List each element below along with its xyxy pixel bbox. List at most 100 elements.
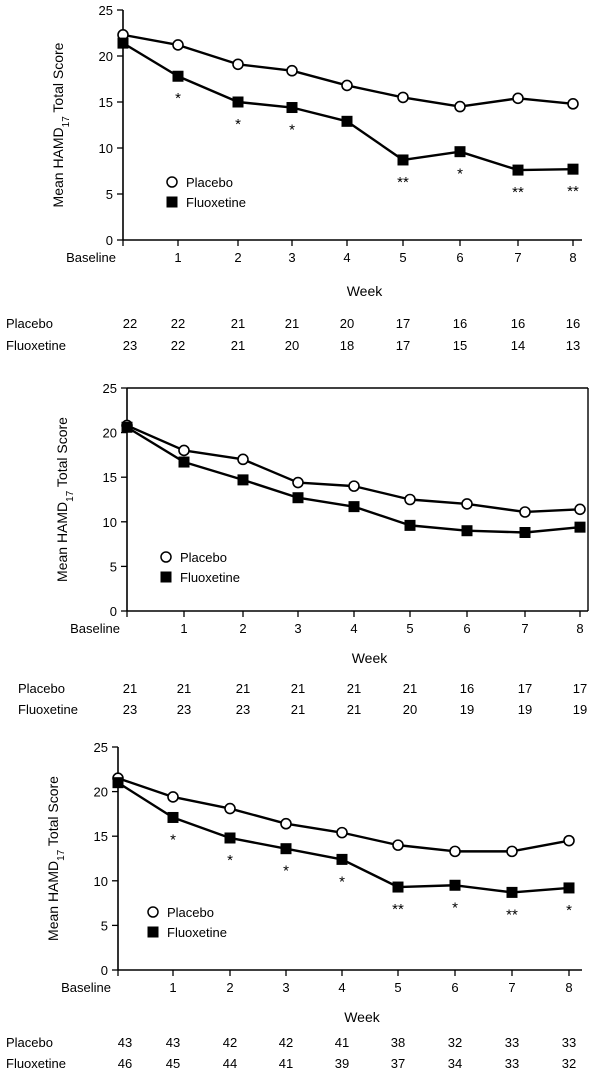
n-value: 19: [460, 702, 474, 717]
data-point-fluoxetine: [461, 525, 473, 537]
x-tick-label: 5: [394, 980, 401, 995]
n-row-label: Placebo: [18, 681, 65, 696]
n-value: 22: [123, 316, 137, 331]
data-point-placebo: [172, 39, 184, 51]
data-point-fluoxetine: [449, 879, 461, 891]
n-value: 42: [223, 1035, 237, 1050]
n-value: 21: [291, 681, 305, 696]
y-tick-label: 0: [101, 963, 108, 978]
n-value: 16: [511, 316, 525, 331]
data-point-fluoxetine: [237, 474, 249, 486]
series-line-placebo: [126, 424, 581, 514]
y-axis-title-main: Mean HAMD: [54, 502, 70, 582]
data-point-fluoxetine: [224, 832, 236, 844]
data-point-fluoxetine: [117, 37, 129, 49]
data-point-placebo: [341, 79, 353, 92]
data-point-placebo: [292, 476, 304, 489]
y-axis-title-main: Mean HAMD: [50, 127, 66, 207]
data-point-fluoxetine: [512, 164, 524, 176]
y-axis-title-tail: Total Score: [54, 417, 70, 491]
n-value: 41: [335, 1035, 349, 1050]
data-point-fluoxetine: [392, 881, 404, 893]
n-row-label: Fluoxetine: [18, 702, 78, 717]
legend-marker-placebo: [166, 176, 178, 188]
data-point-fluoxetine: [280, 843, 292, 855]
data-point-fluoxetine: [178, 456, 190, 468]
n-value: 17: [573, 681, 587, 696]
n-value: 20: [403, 702, 417, 717]
significance-marker: *: [170, 831, 176, 848]
n-value: 16: [566, 316, 580, 331]
x-tick-label: 1: [169, 980, 176, 995]
n-value: 45: [166, 1056, 180, 1071]
n-value: 37: [391, 1056, 405, 1071]
x-tick-label: 8: [569, 250, 576, 265]
significance-marker: *: [235, 116, 241, 133]
y-tick-label: 15: [103, 470, 117, 485]
y-tick-label: 15: [99, 95, 113, 110]
x-tick-label: 1: [180, 621, 187, 636]
y-axis-title: Mean HAMD17 Total Score: [54, 417, 76, 582]
data-point-fluoxetine: [167, 811, 179, 823]
data-point-placebo: [237, 453, 249, 466]
y-tick-label: 5: [101, 918, 108, 933]
y-axis-title-subscript: 17: [56, 849, 67, 861]
data-point-placebo: [404, 493, 416, 506]
n-value: 38: [391, 1035, 405, 1050]
y-tick-label: 10: [99, 141, 113, 156]
significance-marker: **: [567, 183, 579, 200]
n-value: 41: [279, 1056, 293, 1071]
x-tick-label: 4: [343, 250, 350, 265]
data-point-fluoxetine: [397, 154, 409, 166]
n-row-label: Fluoxetine: [6, 338, 66, 353]
n-value: 32: [562, 1056, 576, 1071]
data-point-placebo: [512, 92, 524, 105]
x-tick-label: 5: [406, 621, 413, 636]
n-value: 43: [166, 1035, 180, 1050]
n-value: 22: [171, 338, 185, 353]
data-point-placebo: [563, 834, 575, 847]
n-value: 44: [223, 1056, 237, 1071]
x-tick-label: 6: [456, 250, 463, 265]
y-tick-label: 20: [103, 426, 117, 441]
significance-marker: **: [397, 174, 409, 191]
data-point-placebo: [348, 480, 360, 492]
legend-label: Placebo: [180, 550, 227, 565]
n-value: 21: [231, 316, 245, 331]
n-value: 33: [562, 1035, 576, 1050]
n-value: 23: [123, 338, 137, 353]
data-point-fluoxetine: [232, 96, 244, 108]
n-value: 23: [123, 702, 137, 717]
significance-marker: *: [283, 863, 289, 880]
series-line-fluoxetine: [122, 42, 574, 172]
y-tick-label: 5: [106, 187, 113, 202]
n-value: 33: [505, 1035, 519, 1050]
significance-marker: *: [457, 166, 463, 183]
data-point-placebo: [397, 91, 409, 104]
y-tick-label: 25: [103, 381, 117, 396]
n-value: 21: [347, 702, 361, 717]
n-value: 39: [335, 1056, 349, 1071]
n-value: 34: [448, 1056, 462, 1071]
x-axis-title: Week: [344, 1009, 381, 1025]
x-tick-label: Baseline: [61, 980, 111, 995]
n-value: 23: [177, 702, 191, 717]
y-axis-title-subscript: 17: [61, 116, 72, 128]
x-tick-label: 2: [226, 980, 233, 995]
n-row-label: Fluoxetine: [6, 1056, 66, 1071]
legend-label: Fluoxetine: [180, 570, 240, 585]
series-line-placebo: [117, 777, 570, 853]
n-value: 21: [123, 681, 137, 696]
significance-marker: **: [392, 901, 404, 918]
n-value: 43: [118, 1035, 132, 1050]
x-tick-label: 4: [350, 621, 357, 636]
n-value: 32: [448, 1035, 462, 1050]
data-point-fluoxetine: [574, 521, 586, 533]
x-tick-label: 3: [294, 621, 301, 636]
y-tick-label: 0: [106, 233, 113, 248]
x-tick-label: 2: [234, 250, 241, 265]
x-axis-title: Week: [347, 283, 384, 299]
data-point-fluoxetine: [336, 853, 348, 865]
y-tick-label: 0: [110, 604, 117, 619]
